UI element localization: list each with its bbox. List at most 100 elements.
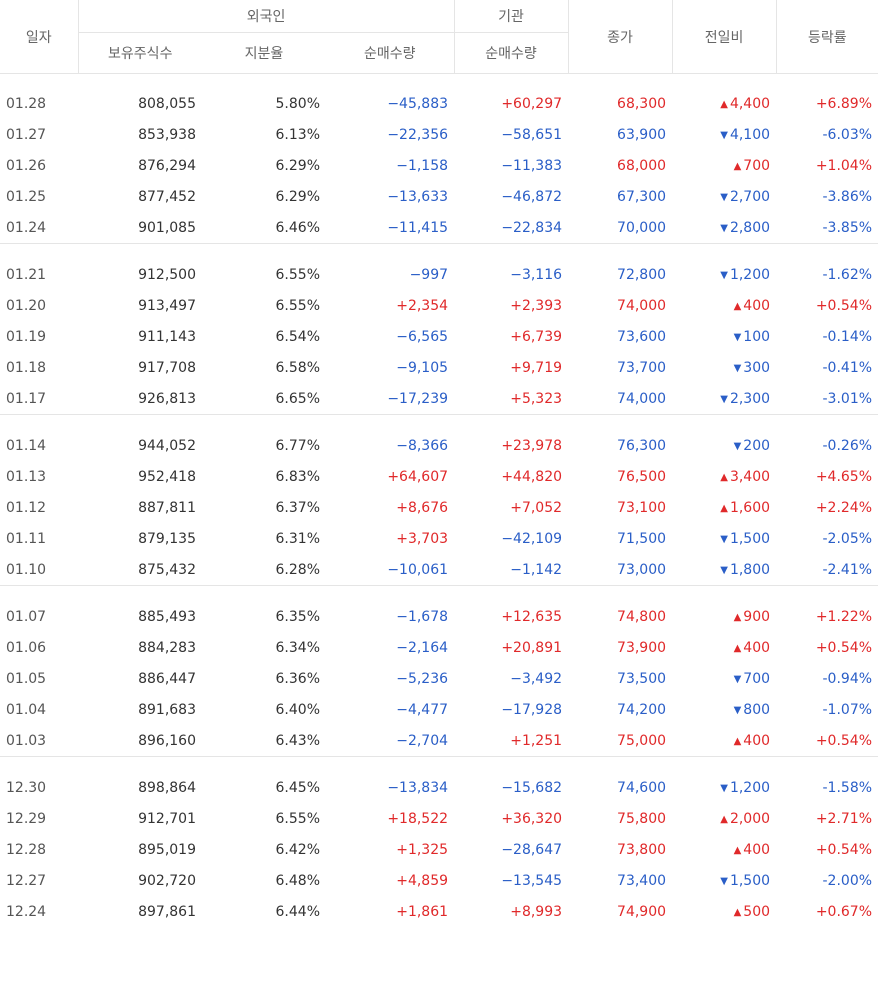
cell-change: ▼ 1,200 <box>672 772 776 803</box>
cell-change-value: 400 <box>743 732 771 749</box>
triangle-up-icon: ▲ <box>733 844 742 856</box>
cell-date: 12.30 <box>6 779 47 796</box>
table-row: 12.28 895,019 6.42% +1,325 −28,647 73,800 ▲ 400… <box>0 834 878 865</box>
cell-change: ▲ 700 <box>672 150 776 181</box>
cell-date: 01.26 <box>6 157 47 174</box>
cell-holdings: 913,497 <box>138 297 196 314</box>
cell-ratio: 6.55% <box>275 266 320 283</box>
cell-holdings: 884,283 <box>138 639 196 656</box>
cell-change: ▲ 4,400 <box>672 88 776 119</box>
cell-rate: -3.85% <box>822 219 873 236</box>
cell-foreign-net: −8,366 <box>396 437 449 454</box>
cell-change: ▼ 1,500 <box>672 523 776 554</box>
cell-close: 73,900 <box>617 639 667 656</box>
cell-change: ▲ 400 <box>672 725 776 757</box>
table-row: 01.18 917,708 6.58% −9,105 +9,719 73,700 ▼ 300 -… <box>0 352 878 383</box>
cell-inst-net: −3,492 <box>510 670 563 687</box>
cell-rate: -0.41% <box>822 359 873 376</box>
cell-change-value: 2,700 <box>729 188 771 205</box>
table-row: 01.03 896,160 6.43% −2,704 +1,251 75,000 ▲ 400 +… <box>0 725 878 757</box>
cell-ratio: 6.29% <box>275 157 320 174</box>
cell-inst-net: +12,635 <box>501 608 563 625</box>
cell-change-value: 500 <box>743 903 771 920</box>
cell-change: ▲ 400 <box>672 290 776 321</box>
cell-date: 01.24 <box>6 219 47 236</box>
cell-ratio: 6.48% <box>275 872 320 889</box>
cell-close: 76,300 <box>617 437 667 454</box>
cell-date: 01.04 <box>6 701 47 718</box>
cell-ratio: 6.45% <box>275 779 320 796</box>
table-row: 01.05 886,447 6.36% −5,236 −3,492 73,500 ▼ 700 -… <box>0 663 878 694</box>
triangle-down-icon: ▼ <box>720 269 728 281</box>
cell-close: 75,800 <box>617 810 667 827</box>
cell-foreign-net: +8,676 <box>396 499 449 516</box>
table-row: 12.30 898,864 6.45% −13,834 −15,682 74,600 ▼ 1,… <box>0 772 878 803</box>
cell-change: ▲ 3,400 <box>672 461 776 492</box>
triangle-up-icon: ▲ <box>733 642 742 654</box>
triangle-up-icon: ▲ <box>733 300 742 312</box>
triangle-up-icon: ▲ <box>720 813 728 825</box>
cell-change-value: 1,500 <box>729 530 771 547</box>
cell-change-value: 300 <box>743 359 771 376</box>
triangle-down-icon: ▼ <box>733 440 742 452</box>
cell-ratio: 6.43% <box>275 732 320 749</box>
cell-foreign-net: −2,704 <box>396 732 449 749</box>
cell-change-value: 1,500 <box>729 872 771 889</box>
cell-foreign-net: +1,325 <box>396 841 449 858</box>
triangle-down-icon: ▼ <box>733 362 742 374</box>
cell-inst-net: +6,739 <box>510 328 563 345</box>
cell-inst-net: −13,545 <box>501 872 563 889</box>
cell-change: ▼ 300 <box>672 352 776 383</box>
table-row: 12.27 902,720 6.48% +4,859 −13,545 73,400 ▼ 1,5… <box>0 865 878 896</box>
cell-rate: -0.94% <box>822 670 873 687</box>
cell-inst-net: +8,993 <box>510 903 563 920</box>
header-rate: 등락률 <box>775 0 878 74</box>
cell-foreign-net: −2,164 <box>396 639 449 656</box>
cell-date: 01.06 <box>6 639 47 656</box>
cell-change-value: 800 <box>743 701 771 718</box>
triangle-down-icon: ▼ <box>720 875 728 887</box>
cell-change-value: 1,200 <box>729 779 771 796</box>
cell-foreign-net: −45,883 <box>387 95 449 112</box>
triangle-up-icon: ▲ <box>733 735 742 747</box>
table-row: 01.27 853,938 6.13% −22,356 −58,651 63,900 ▼ 4,… <box>0 119 878 150</box>
table-row: 01.10 875,432 6.28% −10,061 −1,142 73,000 ▼ 1,8… <box>0 554 878 586</box>
cell-rate: -0.26% <box>822 437 873 454</box>
cell-change: ▼ 1,800 <box>672 554 776 586</box>
cell-rate: +1.04% <box>815 157 873 174</box>
header-change: 전일비 <box>671 0 777 74</box>
cell-change: ▲ 900 <box>672 601 776 632</box>
cell-date: 01.18 <box>6 359 47 376</box>
cell-foreign-net: −10,061 <box>387 561 449 578</box>
group-separator <box>0 585 878 601</box>
cell-close: 73,100 <box>617 499 667 516</box>
cell-ratio: 6.58% <box>275 359 320 376</box>
table-row: 01.26 876,294 6.29% −1,158 −11,383 68,000 ▲ 700… <box>0 150 878 181</box>
cell-foreign-net: −1,158 <box>396 157 449 174</box>
triangle-up-icon: ▲ <box>720 471 728 483</box>
cell-rate: -2.05% <box>822 530 873 547</box>
cell-holdings: 911,143 <box>138 328 196 345</box>
cell-holdings: 879,135 <box>138 530 196 547</box>
cell-ratio: 6.83% <box>275 468 320 485</box>
cell-foreign-net: −22,356 <box>387 126 449 143</box>
cell-date: 12.27 <box>6 872 47 889</box>
cell-change-value: 700 <box>743 670 771 687</box>
cell-inst-net: −17,928 <box>501 701 563 718</box>
cell-inst-net: −22,834 <box>501 219 563 236</box>
table-header: 일자 외국인 기관 종가 전일비 등락률 보유주식수 지분율 순매수량 순매수량 <box>0 0 878 74</box>
cell-close: 74,600 <box>617 779 667 796</box>
cell-rate: +0.54% <box>815 639 873 656</box>
cell-date: 01.07 <box>6 608 47 625</box>
cell-change-value: 1,200 <box>729 266 771 283</box>
cell-date: 01.19 <box>6 328 47 345</box>
cell-date: 01.20 <box>6 297 47 314</box>
cell-change-value: 200 <box>743 437 771 454</box>
cell-close: 74,800 <box>617 608 667 625</box>
cell-rate: -6.03% <box>822 126 873 143</box>
cell-close: 73,700 <box>617 359 667 376</box>
cell-change: ▼ 800 <box>672 694 776 725</box>
cell-change: ▼ 200 <box>672 430 776 461</box>
table-row: 01.25 877,452 6.29% −13,633 −46,872 67,300 ▼ 2,… <box>0 181 878 212</box>
cell-change-value: 2,000 <box>729 810 771 827</box>
